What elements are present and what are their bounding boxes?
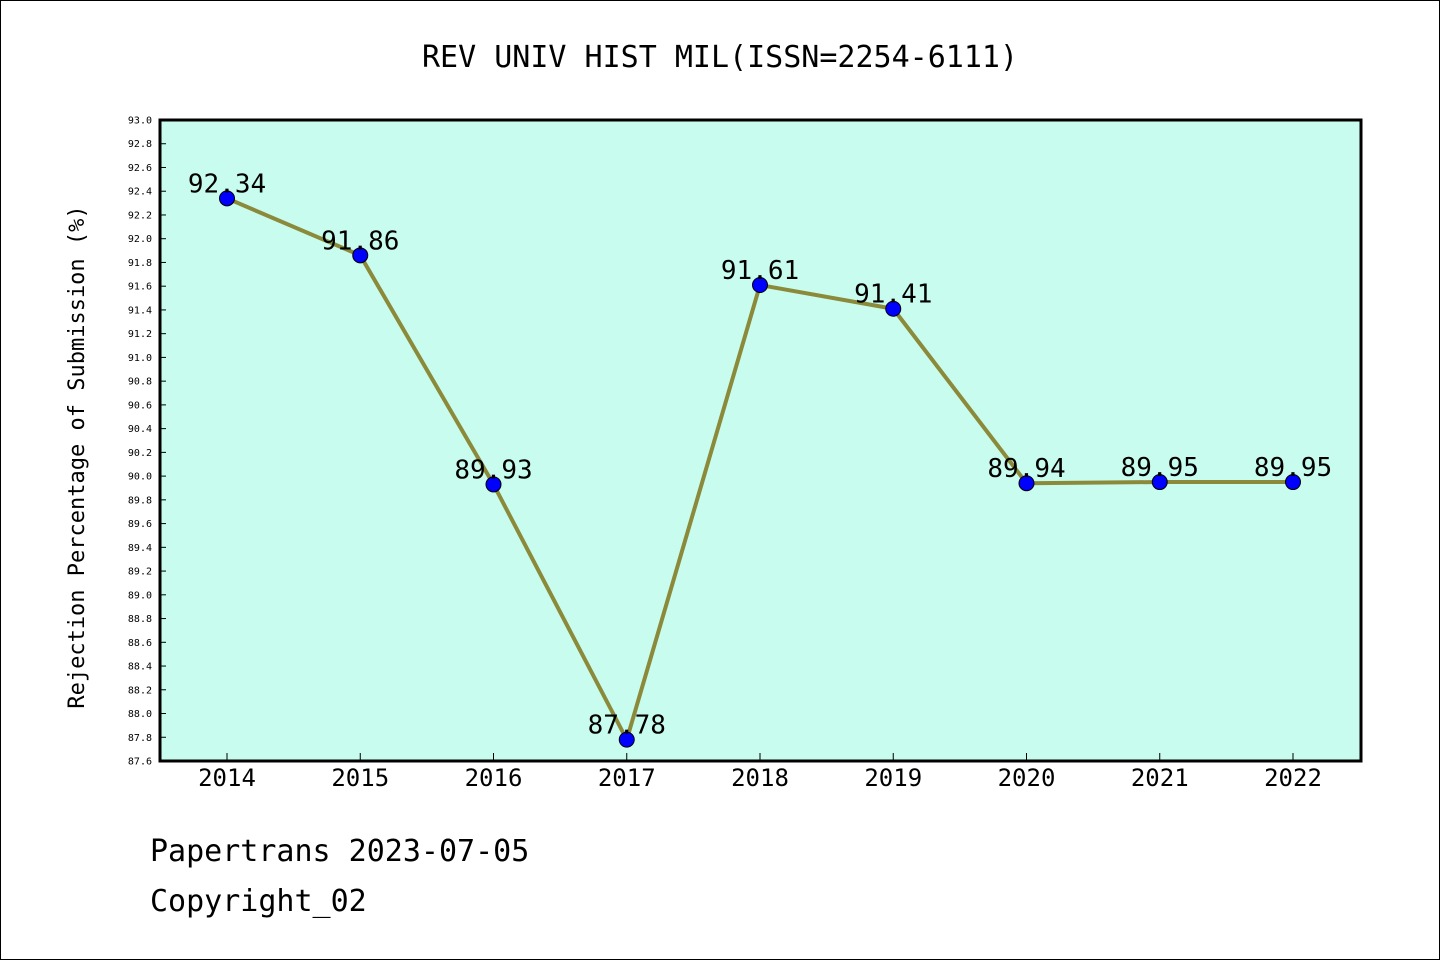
y-tick-label: 90.0 [128, 472, 152, 483]
copyright-text: Copyright_02 [150, 884, 367, 919]
data-label: 91.86 [321, 226, 399, 256]
y-tick-label: 90.8 [128, 377, 152, 388]
data-point [618, 731, 635, 748]
y-tick-label: 92.0 [128, 234, 152, 245]
y-tick-label: 89.0 [128, 590, 152, 601]
x-tick-label: 2017 [598, 764, 656, 792]
data-point [1018, 475, 1035, 492]
plot-area [160, 120, 1361, 761]
x-tick-label: 2022 [1264, 764, 1322, 792]
data-label: 92.34 [188, 169, 266, 199]
x-tick-label: 2021 [1131, 764, 1189, 792]
data-label: 91.61 [721, 256, 799, 286]
x-tick-label: 2020 [998, 764, 1056, 792]
data-label: 89.95 [1254, 453, 1332, 483]
source-text: Papertrans 2023-07-05 [150, 834, 530, 869]
plot-border [158, 118, 1363, 763]
data-point [885, 300, 902, 317]
data-label: 91.41 [854, 280, 932, 310]
data-label: 89.94 [987, 454, 1065, 484]
data-point [1151, 474, 1168, 491]
y-tick-label: 92.2 [128, 210, 152, 221]
y-tick-label: 92.4 [128, 187, 152, 198]
data-point [752, 276, 768, 293]
data-label: 89.93 [454, 455, 532, 485]
y-tick-label: 91.2 [128, 329, 152, 340]
x-tick-label: 2016 [465, 764, 523, 792]
y-tick-label: 91.6 [128, 282, 152, 293]
y-tick-label: 89.2 [128, 567, 152, 578]
y-tick-label: 88.6 [128, 638, 152, 649]
data-label: 87.78 [588, 711, 666, 741]
data-point [485, 476, 502, 493]
y-tick-label: 88.0 [128, 709, 152, 720]
y-tick-label: 88.2 [128, 685, 152, 696]
y-axis-ticks: 87.6 87.8 88.0 88.2 88.4 88.6 88.8 89.0 89.2 89.4… [128, 116, 166, 768]
data-point [1285, 474, 1301, 491]
data-markers [219, 190, 1301, 748]
y-tick-label: 92.6 [128, 163, 152, 174]
x-tick-label: 2019 [864, 764, 922, 792]
y-tick-label: 90.4 [128, 424, 152, 435]
data-labels: 92.34 91.86 89.93 87.78 91.61 91.41 89.94 89.95… [188, 169, 1332, 740]
y-tick-label: 90.6 [128, 400, 152, 411]
x-tick-label: 2015 [331, 764, 389, 792]
y-axis-label: Rejection Percentage of Submission (%) [65, 205, 90, 708]
y-tick-label: 88.4 [128, 662, 152, 673]
y-tick-label: 89.6 [128, 519, 152, 530]
y-tick-label: 87.6 [128, 757, 152, 768]
y-tick-label: 90.2 [128, 448, 152, 459]
y-tick-label: 92.8 [128, 139, 152, 150]
data-point [352, 247, 369, 264]
y-tick-label: 93.0 [128, 116, 152, 127]
data-label: 89.95 [1121, 453, 1199, 483]
data-point [219, 190, 235, 207]
x-tick-label: 2014 [198, 764, 256, 792]
chart-title: REV UNIV HIST MIL(ISSN=2254-6111) [422, 40, 1018, 75]
y-tick-label: 88.8 [128, 614, 152, 625]
y-tick-label: 91.8 [128, 258, 152, 269]
y-tick-label: 89.8 [128, 495, 152, 506]
y-tick-label: 91.0 [128, 353, 152, 364]
y-tick-label: 91.4 [128, 305, 152, 316]
y-tick-label: 89.4 [128, 543, 152, 554]
x-axis-ticks: 2014 2015 2016 2017 2018 2019 2020 2021 2022 [198, 753, 1322, 792]
y-tick-label: 87.8 [128, 733, 152, 744]
x-tick-label: 2018 [731, 764, 789, 792]
